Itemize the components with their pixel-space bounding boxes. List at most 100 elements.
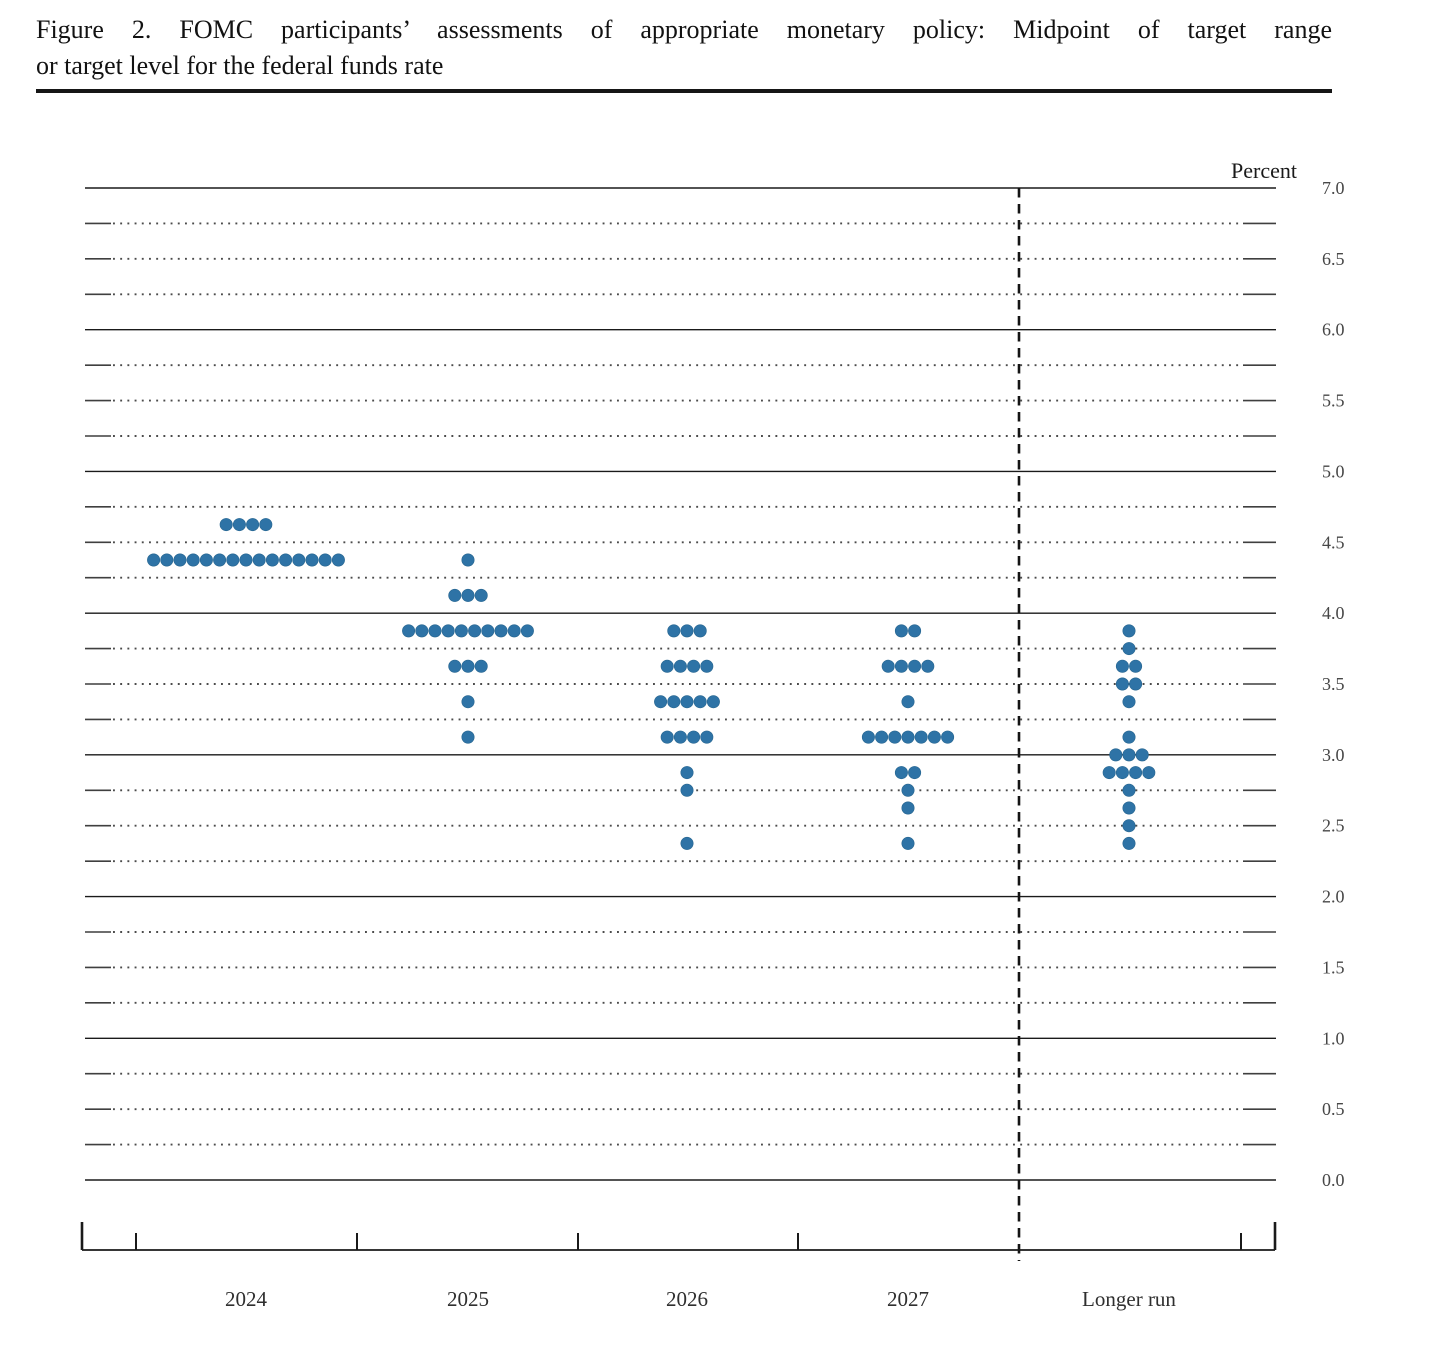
projection-dot [454,624,468,638]
projection-dot [1122,695,1136,709]
projection-dot [1129,659,1143,673]
projection-dot [213,553,227,567]
projection-dot [507,624,521,638]
projection-dot [706,695,720,709]
projection-dot [908,624,922,638]
projection-dot [468,624,482,638]
y-tick-label: 5.5 [1322,391,1345,411]
y-tick-label: 4.0 [1322,603,1345,623]
projection-dot [941,730,955,744]
projection-dot [1129,766,1143,780]
projection-dot [1122,730,1136,744]
projection-dot [474,588,488,602]
projection-dot [1122,748,1136,762]
y-tick-label: 2.5 [1322,816,1345,836]
projection-dot [246,518,260,532]
projection-dot [331,553,345,567]
projection-dot [700,730,714,744]
projection-dot [1122,836,1136,850]
projection-dot [441,624,455,638]
projection-dot [1122,801,1136,815]
projection-dot [1102,766,1116,780]
projection-dot [660,730,674,744]
y-tick-label: 1.5 [1322,957,1345,977]
projection-dot [279,553,293,567]
title-rule [36,89,1332,93]
y-tick-label: 6.0 [1322,320,1345,340]
projection-dot [252,553,266,567]
projection-dot [680,766,694,780]
projection-dot [888,730,902,744]
projection-dot [693,624,707,638]
projection-dot [921,659,935,673]
y-tick-label: 3.5 [1322,674,1345,694]
projection-dot [1122,783,1136,797]
projection-dot [160,553,174,567]
projection-dot [901,801,915,815]
projection-dot [265,553,279,567]
projection-dot [654,695,668,709]
projection-dot [914,730,928,744]
projection-dot [1115,677,1129,691]
projection-dot [901,730,915,744]
projection-dot [494,624,508,638]
projection-dot [292,553,306,567]
projection-dot [232,518,246,532]
y-tick-label: 6.5 [1322,249,1345,269]
projection-dot [461,588,475,602]
projection-dot [687,659,701,673]
figure-title-line1: Figure 2. FOMC participants’ assessments… [36,15,1332,44]
x-category-label: 2026 [666,1287,708,1311]
y-tick-label: 0.5 [1322,1099,1345,1119]
y-tick-label: 3.0 [1322,745,1345,765]
projection-dot [667,695,681,709]
projection-dot [448,659,462,673]
projection-dot [226,553,240,567]
projection-dot [1115,659,1129,673]
projection-dot [693,695,707,709]
projection-dot [881,659,895,673]
y-tick-label: 4.5 [1322,532,1345,552]
projection-dot [1142,766,1156,780]
projection-dot [861,730,875,744]
projection-dot [894,624,908,638]
projection-dot [660,659,674,673]
projection-dot [687,730,701,744]
projection-dot [908,659,922,673]
projection-dot [680,836,694,850]
projection-dot [667,624,681,638]
projection-dot [448,588,462,602]
projection-dot [239,553,253,567]
projection-dot [402,624,416,638]
projection-dot [186,553,200,567]
projection-dot [474,659,488,673]
projection-dot [415,624,429,638]
projection-dot [673,730,687,744]
projection-dot [901,836,915,850]
y-tick-label: 0.0 [1322,1170,1345,1190]
projection-dot [1122,819,1136,833]
projection-dot [259,518,273,532]
projection-dot [875,730,889,744]
projection-dot [927,730,941,744]
x-category-label: Longer run [1082,1287,1176,1311]
projection-dot [461,730,475,744]
projection-dot [1135,748,1149,762]
projection-dot [673,659,687,673]
projection-dot [461,695,475,709]
projection-dot [894,766,908,780]
projection-dot [680,695,694,709]
projection-dot [1122,624,1136,638]
y-tick-label: 7.0 [1322,178,1345,198]
x-category-label: 2027 [887,1287,929,1311]
projection-dot [901,783,915,797]
y-axis-unit-label: Percent [1231,158,1297,183]
projection-dot [461,553,475,567]
x-category-label: 2025 [447,1287,489,1311]
figure-title: Figure 2. FOMC participants’ assessments… [36,12,1332,84]
projection-dot [680,783,694,797]
projection-dot [700,659,714,673]
figure-title-line2: or target level for the federal funds ra… [36,51,444,80]
projection-dot [1122,642,1136,656]
